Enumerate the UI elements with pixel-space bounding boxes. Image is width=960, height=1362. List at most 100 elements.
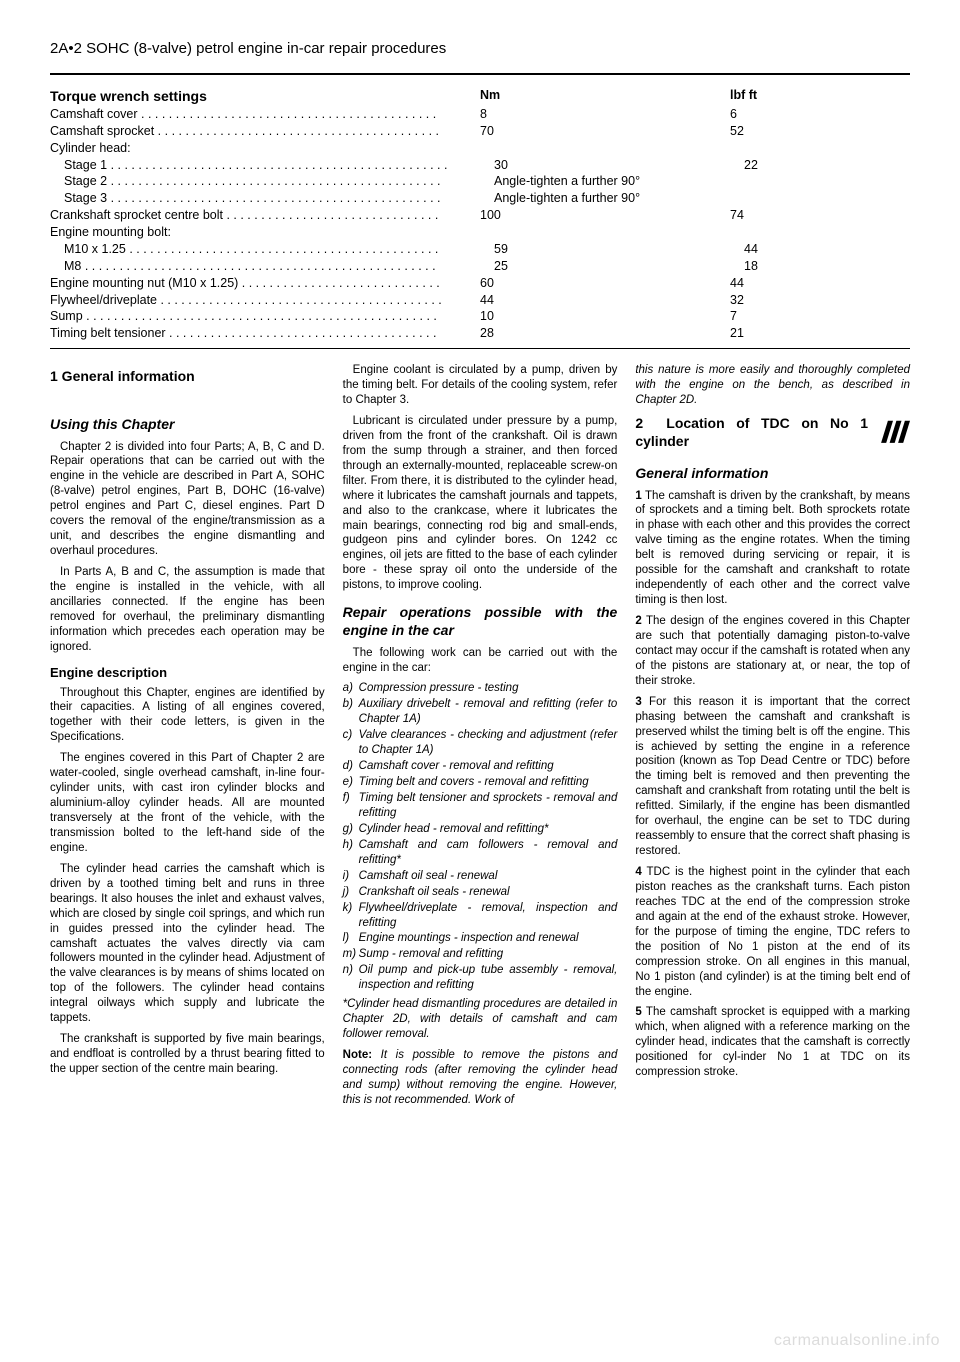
op-label: e) <box>343 775 359 790</box>
ops-list: a)Compression pressure - testingb)Auxili… <box>343 681 618 993</box>
torque-label: Engine mounting nut (M10 x 1.25) . . . .… <box>50 275 480 292</box>
torque-nm: 100 <box>480 207 730 224</box>
torque-row: Crankshaft sprocket centre bolt . . . . … <box>50 207 910 224</box>
op-label: n) <box>343 963 359 993</box>
op-item: g)Cylinder head - removal and refitting* <box>343 822 618 837</box>
op-text: Crankshaft oil seals - renewal <box>359 885 618 900</box>
op-label: g) <box>343 822 359 837</box>
rule-mid <box>50 348 910 349</box>
op-label: a) <box>343 681 359 696</box>
sec2-title-text: Location of TDC on No 1 cylinder <box>635 415 868 449</box>
op-item: j)Crankshaft oil seals - renewal <box>343 885 618 900</box>
torque-row: Camshaft cover . . . . . . . . . . . . .… <box>50 106 910 123</box>
op-text: Engine mountings - inspection and renewa… <box>359 931 618 946</box>
torque-row: Flywheel/driveplate . . . . . . . . . . … <box>50 292 910 309</box>
torque-label: Sump . . . . . . . . . . . . . . . . . .… <box>50 308 480 325</box>
op-item: n)Oil pump and pick-up tube assembly - r… <box>343 963 618 993</box>
c3-p1-text: The camshaft is driven by the crankshaft… <box>635 490 910 607</box>
op-text: Camshaft oil seal - renewal <box>359 869 618 884</box>
torque-row: Stage 2 . . . . . . . . . . . . . . . . … <box>50 173 910 190</box>
c3-cont: this nature is more easily and thoroughl… <box>635 363 910 408</box>
c3-p5-text: The camshaft sprocket is equipped with a… <box>635 1006 910 1078</box>
general-info-heading: General information <box>635 464 910 482</box>
c2-footnote: *Cylinder head dismantling procedures ar… <box>343 997 618 1042</box>
op-label: j) <box>343 885 359 900</box>
op-text: Oil pump and pick-up tube assembly - rem… <box>359 963 618 993</box>
torque-lbf: 22 <box>744 157 910 174</box>
op-text: Timing belt tensioner and sprockets - re… <box>359 791 618 821</box>
torque-row: Engine mounting nut (M10 x 1.25) . . . .… <box>50 275 910 292</box>
c3-p5: 5 The camshaft sprocket is equipped with… <box>635 1005 910 1080</box>
section-1-heading: 1 General information <box>50 367 325 385</box>
torque-row: Stage 1 . . . . . . . . . . . . . . . . … <box>50 157 910 174</box>
torque-nm: Angle-tighten a further 90° <box>494 190 744 207</box>
c1-p2: In Parts A, B and C, the assumption is m… <box>50 565 325 655</box>
torque-lbf <box>730 140 910 157</box>
torque-nm: 8 <box>480 106 730 123</box>
difficulty-icon <box>876 414 910 448</box>
c3-p2: 2 The design of the engines covered in t… <box>635 614 910 689</box>
torque-lbf: 21 <box>730 325 910 342</box>
torque-label: Engine mounting bolt: <box>50 224 480 241</box>
torque-lbf: 52 <box>730 123 910 140</box>
torque-row: Stage 3 . . . . . . . . . . . . . . . . … <box>50 190 910 207</box>
torque-header-row: Torque wrench settings Nm lbf ft <box>50 87 910 106</box>
torque-label: Stage 1 . . . . . . . . . . . . . . . . … <box>50 157 494 174</box>
torque-row: Timing belt tensioner . . . . . . . . . … <box>50 325 910 342</box>
column-1: 1 General information Using this Chapter… <box>50 363 325 1114</box>
op-label: l) <box>343 931 359 946</box>
torque-nm: 10 <box>480 308 730 325</box>
torque-lbf <box>744 173 910 190</box>
op-text: Sump - removal and refitting <box>359 947 618 962</box>
op-item: a)Compression pressure - testing <box>343 681 618 696</box>
section-2-heading: 2 Location of TDC on No 1 cylinder <box>635 414 868 450</box>
engine-desc-heading: Engine description <box>50 665 325 682</box>
torque-nm: 30 <box>494 157 744 174</box>
c2-note: Note: It is possible to remove the pisto… <box>343 1048 618 1108</box>
torque-lbf: 6 <box>730 106 910 123</box>
torque-row: M8 . . . . . . . . . . . . . . . . . . .… <box>50 258 910 275</box>
op-item: b)Auxiliary drivebelt - removal and refi… <box>343 697 618 727</box>
op-item: e)Timing belt and covers - removal and r… <box>343 775 618 790</box>
torque-row: Sump . . . . . . . . . . . . . . . . . .… <box>50 308 910 325</box>
note-label: Note: <box>343 1049 372 1061</box>
torque-nm: 60 <box>480 275 730 292</box>
op-item: k)Flywheel/driveplate - removal, inspect… <box>343 901 618 931</box>
torque-lbf: 44 <box>744 241 910 258</box>
c1-p4: The engines covered in this Part of Chap… <box>50 751 325 856</box>
torque-row: Engine mounting bolt: <box>50 224 910 241</box>
op-item: i)Camshaft oil seal - renewal <box>343 869 618 884</box>
c3-p1: 1 The camshaft is driven by the cranksha… <box>635 489 910 609</box>
body-columns: 1 General information Using this Chapter… <box>50 363 910 1114</box>
torque-nm: Angle-tighten a further 90° <box>494 173 744 190</box>
torque-label: Timing belt tensioner . . . . . . . . . … <box>50 325 480 342</box>
torque-label: M10 x 1.25 . . . . . . . . . . . . . . .… <box>50 241 494 258</box>
torque-row: Cylinder head: <box>50 140 910 157</box>
op-item: c)Valve clearances - checking and adjust… <box>343 728 618 758</box>
op-text: Valve clearances - checking and adjustme… <box>359 728 618 758</box>
op-item: l)Engine mountings - inspection and rene… <box>343 931 618 946</box>
torque-nm: 70 <box>480 123 730 140</box>
torque-row: Camshaft sprocket . . . . . . . . . . . … <box>50 123 910 140</box>
sec2-num: 2 <box>635 415 643 431</box>
op-text: Cylinder head - removal and refitting* <box>359 822 618 837</box>
torque-label: Stage 3 . . . . . . . . . . . . . . . . … <box>50 190 494 207</box>
c1-p3: Throughout this Chapter, engines are ide… <box>50 686 325 746</box>
torque-nm: 25 <box>494 258 744 275</box>
op-text: Camshaft and cam followers - removal and… <box>359 838 618 868</box>
op-text: Compression pressure - testing <box>359 681 618 696</box>
op-text: Flywheel/driveplate - removal, inspectio… <box>359 901 618 931</box>
torque-label: Flywheel/driveplate . . . . . . . . . . … <box>50 292 480 309</box>
c2-p3: The following work can be carried out wi… <box>343 646 618 676</box>
op-label: f) <box>343 791 359 821</box>
torque-lbf: 7 <box>730 308 910 325</box>
torque-label: Stage 2 . . . . . . . . . . . . . . . . … <box>50 173 494 190</box>
using-chapter-heading: Using this Chapter <box>50 415 325 433</box>
torque-row: M10 x 1.25 . . . . . . . . . . . . . . .… <box>50 241 910 258</box>
c3-p3: 3 For this reason it is important that t… <box>635 695 910 859</box>
c3-p2-text: The design of the engines covered in thi… <box>635 615 910 687</box>
torque-lbf <box>744 190 910 207</box>
torque-lbf: 32 <box>730 292 910 309</box>
torque-nm: 28 <box>480 325 730 342</box>
torque-nm <box>480 140 730 157</box>
